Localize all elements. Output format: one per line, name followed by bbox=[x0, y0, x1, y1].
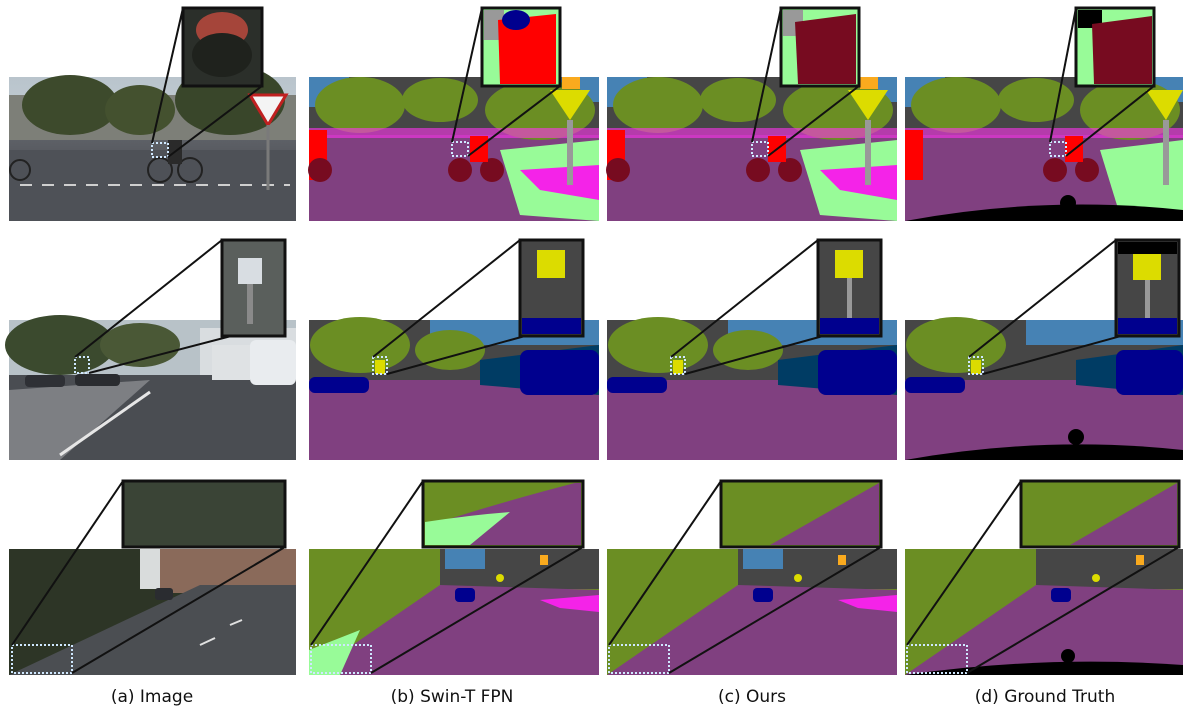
row2-gt-zoom bbox=[968, 238, 1181, 375]
row1-ours-seg bbox=[606, 77, 897, 221]
row3-gt-zoom bbox=[906, 479, 1181, 674]
row1-photo-zoom bbox=[151, 6, 264, 158]
row2-swin-seg bbox=[309, 317, 599, 460]
row2-ours-zoom bbox=[670, 238, 883, 375]
row2-photo-zoom bbox=[74, 238, 287, 374]
row1-gt-zoom bbox=[1049, 6, 1156, 157]
caption-ours: (c) Ours bbox=[717, 687, 787, 707]
row3-photo-zoom bbox=[11, 479, 287, 674]
caption-swin-t-fpn: (b) Swin-T FPN bbox=[390, 687, 514, 707]
row3-photo bbox=[9, 549, 296, 675]
row2-ours-seg bbox=[607, 317, 897, 460]
row1-swin-seg bbox=[308, 77, 599, 221]
row1-gt-seg bbox=[905, 77, 1183, 221]
row1-ours-zoom bbox=[751, 6, 861, 157]
row3-ours-zoom bbox=[608, 479, 883, 674]
caption-ground-truth: (d) Ground Truth bbox=[974, 687, 1116, 707]
row3-swin-zoom bbox=[310, 479, 585, 674]
row2-photo bbox=[5, 315, 296, 460]
caption-image: (a) Image bbox=[110, 687, 194, 707]
row2-swin-zoom bbox=[372, 238, 585, 375]
row3-swin-seg bbox=[309, 549, 599, 675]
row1-swin-zoom bbox=[451, 6, 562, 157]
row2-gt-seg bbox=[905, 317, 1183, 460]
row3-gt-seg bbox=[905, 549, 1183, 675]
row3-ours-seg bbox=[607, 549, 897, 675]
